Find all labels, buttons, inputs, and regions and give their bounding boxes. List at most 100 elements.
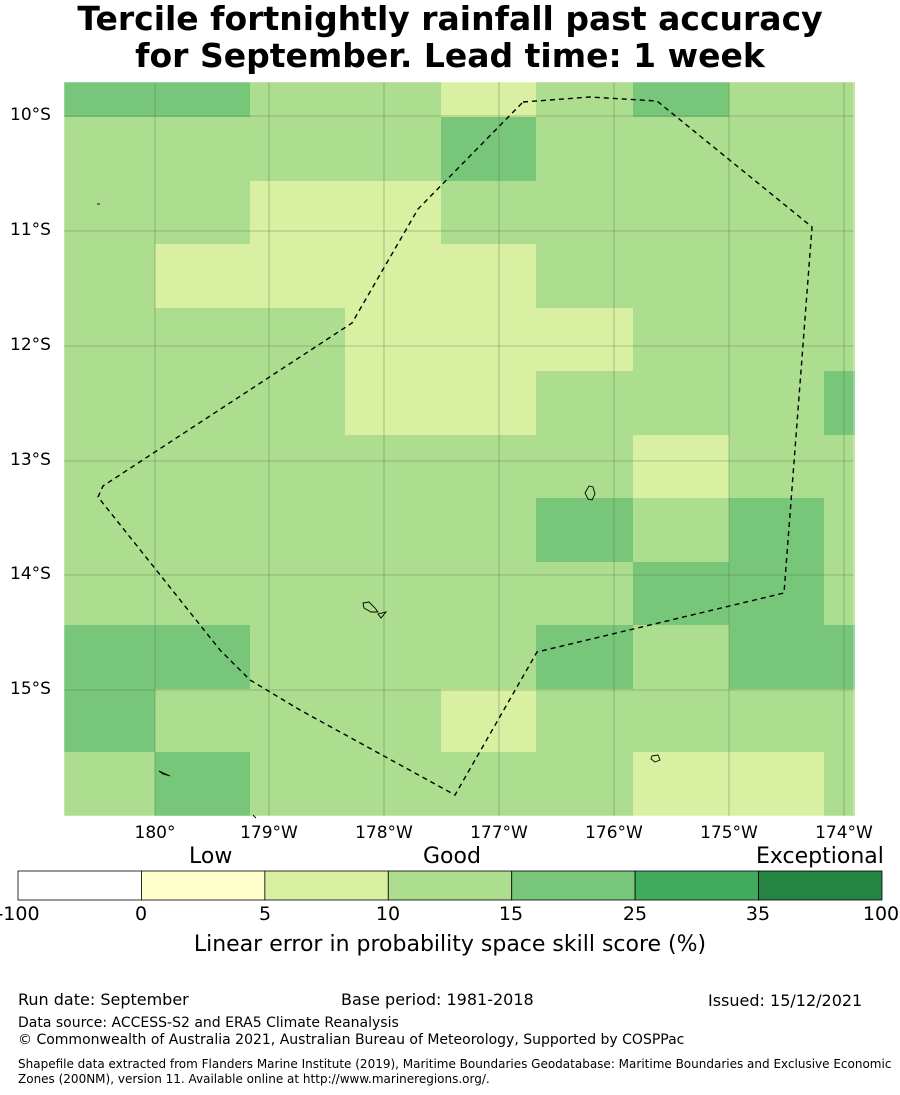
grid-cell	[729, 752, 824, 816]
grid-cell	[536, 435, 633, 498]
lat-label-11s: 11°S	[10, 220, 51, 240]
grid-cell	[250, 82, 345, 117]
colorbar-tick-100: 100	[862, 903, 900, 925]
grid-cell	[729, 244, 824, 308]
grid-cell	[729, 498, 824, 562]
grid-cell	[345, 689, 441, 752]
colorbar-title: Linear error in probability space skill …	[193, 932, 707, 957]
grid-cell	[155, 752, 250, 816]
grid-cell	[633, 752, 729, 816]
map-frame	[63, 81, 855, 817]
category-low: Low	[189, 844, 233, 869]
colorbar-tick-15: 15	[498, 903, 524, 925]
grid-cell	[155, 117, 250, 181]
grid-cell	[441, 117, 536, 181]
lat-label-10s: 10°S	[10, 105, 51, 125]
grid-cell	[633, 371, 729, 435]
colorbar-tick-35: 35	[745, 903, 771, 925]
grid-cell	[345, 498, 441, 562]
grid-cell	[64, 371, 155, 435]
category-good: Good	[423, 844, 481, 869]
grid-cell	[729, 181, 824, 244]
grid-cell	[633, 244, 729, 308]
colorbar-bin	[17, 870, 142, 901]
grid-cell	[155, 244, 250, 308]
grid-cell	[633, 498, 729, 562]
skill-map	[63, 81, 855, 819]
grid-cell	[633, 308, 729, 371]
grid-cell	[345, 435, 441, 498]
colorbar-bin	[387, 870, 513, 901]
grid-cell	[250, 562, 345, 625]
grid-cell	[536, 625, 633, 689]
island-atafu-islet	[377, 611, 388, 619]
grid-cell	[250, 244, 345, 308]
grid-cell	[633, 82, 729, 117]
grid-cell	[155, 308, 250, 371]
grid-cell	[536, 752, 633, 816]
grid-cell	[155, 562, 250, 625]
grid-cell	[536, 117, 633, 181]
grid-cell	[633, 625, 729, 689]
lon-label-177w: 177°W	[470, 823, 528, 843]
grid-cell	[155, 498, 250, 562]
lon-label-175w: 175°W	[700, 823, 758, 843]
grid-cell	[536, 371, 633, 435]
grid-cell	[729, 82, 824, 117]
colorbar-bin	[758, 870, 883, 901]
copyright: © Commonwealth of Australia 2021, Austra…	[18, 1032, 685, 1048]
grid-cell	[729, 435, 824, 498]
colorbar	[17, 870, 883, 901]
grid-cell	[824, 562, 855, 625]
grid-cell	[441, 562, 536, 625]
grid-cell	[64, 498, 155, 562]
lat-label-15s: 15°S	[10, 679, 51, 699]
grid-cell	[345, 371, 441, 435]
grid-cell	[441, 308, 536, 371]
issued-date: Issued: 15/12/2021	[708, 991, 863, 1010]
grid-cell	[824, 117, 855, 181]
shapefile-credit: Shapefile data extracted from Flanders M…	[18, 1057, 892, 1086]
grid-cell	[250, 308, 345, 371]
grid-cell	[64, 435, 155, 498]
skill-grid-cells	[64, 82, 855, 816]
grid-cell	[345, 181, 441, 244]
lon-label-176w: 176°W	[585, 823, 643, 843]
grid-cell	[824, 82, 855, 117]
grid-cell	[824, 625, 855, 689]
colorbar-bin	[511, 870, 636, 901]
grid-cell	[441, 371, 536, 435]
grid-cell	[824, 371, 855, 435]
island-tiny-south	[252, 814, 257, 819]
grid-cell	[64, 82, 155, 117]
colorbar-bin	[141, 870, 266, 901]
grid-cell	[536, 181, 633, 244]
island-small-east	[650, 754, 661, 763]
colorbar-tick-5: 5	[258, 903, 272, 925]
grid-cell	[536, 244, 633, 308]
grid-cell	[729, 117, 824, 181]
grid-cell	[64, 308, 155, 371]
grid-cell	[250, 181, 345, 244]
grid-cell	[345, 244, 441, 308]
lat-label-13s: 13°S	[10, 450, 51, 470]
grid-cell	[536, 498, 633, 562]
data-source: Data source: ACCESS-S2 and ERA5 Climate …	[18, 1015, 399, 1031]
grid-cell	[64, 689, 155, 752]
eez-boundary	[97, 96, 813, 796]
grid-cell	[345, 562, 441, 625]
grid-cell	[633, 117, 729, 181]
map-title-line-2: for September. Lead time: 1 week	[135, 36, 765, 75]
grid-cell	[155, 82, 250, 117]
grid-cell	[633, 181, 729, 244]
grid-cell	[250, 752, 345, 816]
grid-cell	[729, 562, 824, 625]
grid-cell	[824, 498, 855, 562]
grid-cell	[155, 625, 250, 689]
grid-cell	[824, 181, 855, 244]
lon-label-178w: 178°W	[355, 823, 413, 843]
grid-cell	[536, 562, 633, 625]
run-date: Run date: September	[18, 990, 189, 1009]
grid-cell	[64, 562, 155, 625]
grid-cell	[250, 117, 345, 181]
